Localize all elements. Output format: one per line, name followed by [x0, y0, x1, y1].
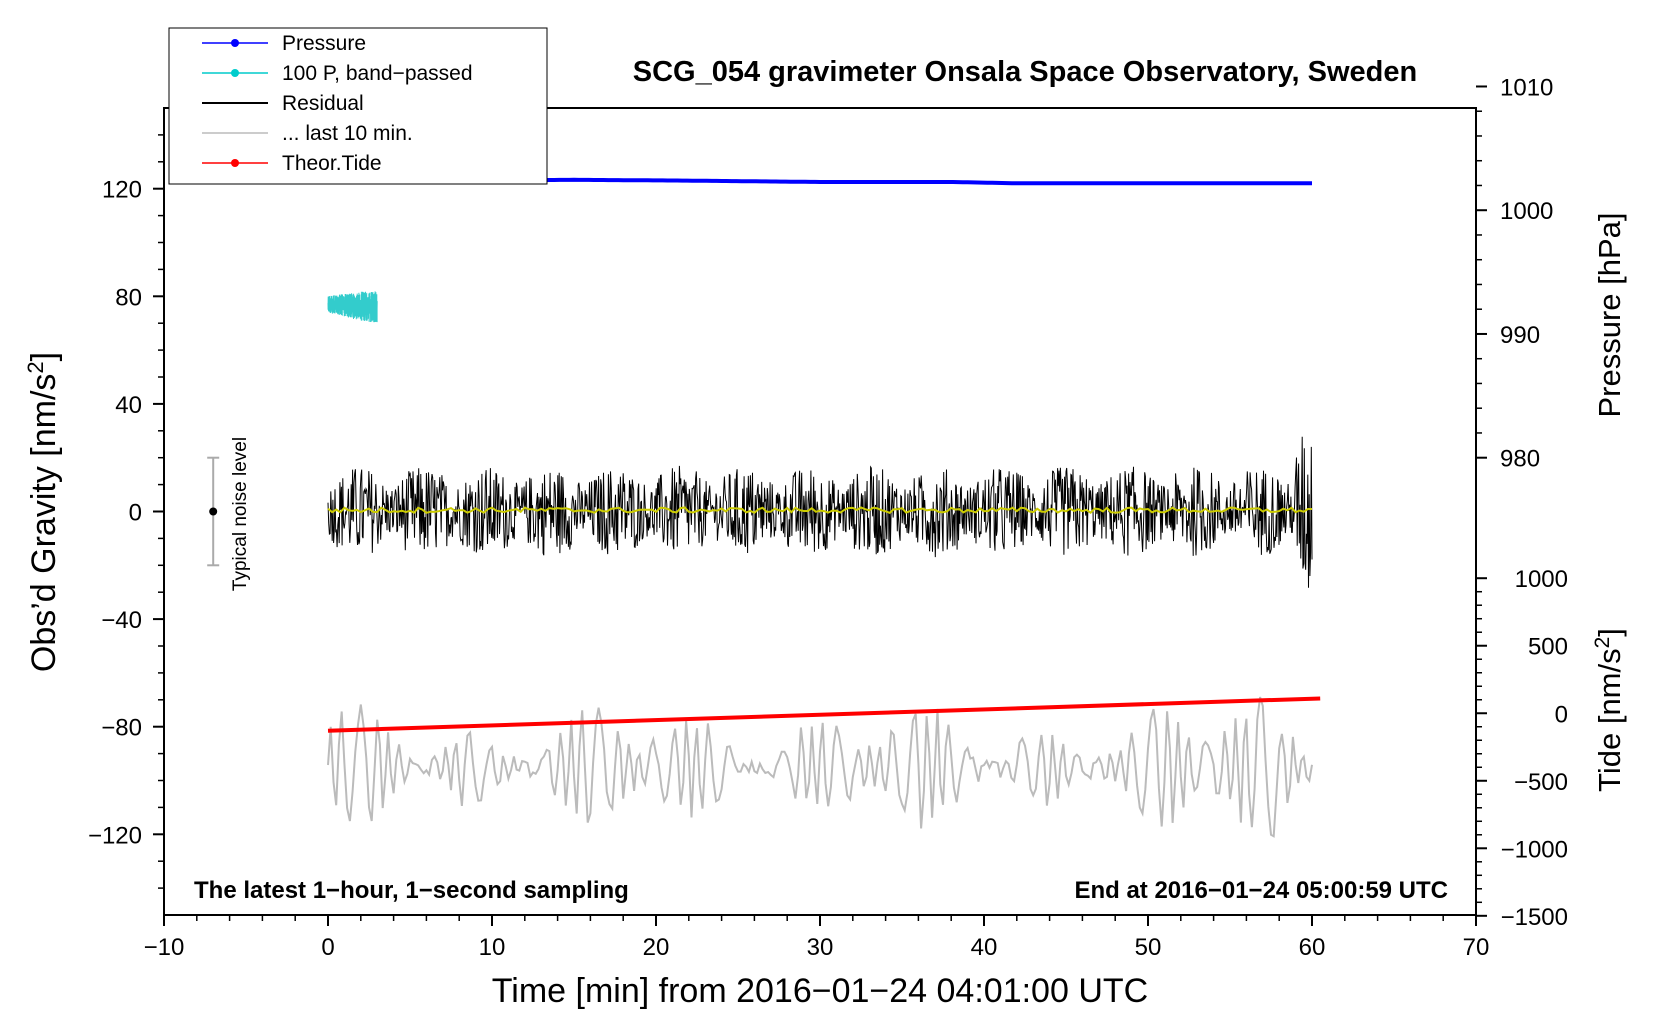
footer-left: The latest 1−hour, 1−second sampling	[194, 877, 629, 904]
y-tick-label: 80	[115, 284, 142, 311]
series-residual-smoothed	[327, 506, 1312, 515]
legend-marker	[231, 39, 239, 47]
tide-tick-label: −1000	[1501, 836, 1568, 863]
y-tick-label: −40	[101, 607, 142, 634]
tide-axis-ticks: 1000 500 0 −500 −1000 −1500	[1476, 566, 1568, 931]
x-tick-label: 0	[321, 934, 334, 961]
series-theor-tide	[327, 696, 1321, 733]
series-bandpassed-pressure	[327, 291, 378, 323]
pressure-axis-ticks: 9809901000101010201030	[1476, 74, 1553, 473]
legend-marker	[231, 159, 239, 167]
tide-tick-label: 0	[1555, 701, 1568, 728]
y-tick-label: 0	[129, 500, 142, 527]
legend-label: 100 P, band−passed	[282, 62, 473, 85]
y-tick-label: −80	[101, 715, 142, 742]
x-tick-label: 20	[643, 934, 670, 961]
pressure-tick-label: 980	[1500, 446, 1540, 473]
x-tick-label: 30	[807, 934, 834, 961]
series-last-10-min	[327, 696, 1313, 838]
x-tick-label: 10	[479, 934, 506, 961]
x-tick-label: 40	[971, 934, 998, 961]
footer-right: End at 2016−01−24 05:00:59 UTC	[1074, 877, 1448, 904]
series-layer	[327, 177, 1321, 838]
pressure-tick-label: 990	[1500, 322, 1540, 349]
y-axis-label-left: Obs’d Gravity [nm/s2]	[23, 352, 63, 672]
legend-label: Pressure	[282, 32, 366, 55]
tide-tick-label: −1500	[1501, 904, 1568, 931]
pressure-tick-label: 1010	[1500, 74, 1553, 101]
y-axis-ticks: −120 −80 −40 0 40 80 120	[88, 134, 164, 889]
legend-label: Theor.Tide	[282, 152, 382, 175]
pressure-tick-label: 1000	[1500, 198, 1553, 225]
x-axis-label: Time [min] from 2016−01−24 04:01:00 UTC	[492, 972, 1148, 1010]
y-tick-label: 120	[102, 177, 142, 204]
legend-label: ... last 10 min.	[282, 122, 413, 145]
y-tick-label: 40	[115, 392, 142, 419]
tide-tick-label: 500	[1528, 634, 1568, 661]
x-tick-label: 70	[1463, 934, 1490, 961]
legend: Pressure 100 P, band−passed Residual ... la…	[168, 27, 548, 185]
legend-marker	[231, 69, 239, 77]
tide-tick-label: −500	[1514, 769, 1568, 796]
noise-center-dot	[209, 507, 218, 516]
chart-title: SCG_054 gravimeter Onsala Space Observat…	[633, 56, 1417, 88]
x-tick-label: −10	[144, 934, 185, 961]
tide-tick-label: 1000	[1515, 566, 1568, 593]
y-tick-label: −120	[88, 822, 142, 849]
y-axis-label-tide: Tide [nm/s2]	[1591, 628, 1627, 792]
noise-indicator: Typical noise level	[207, 437, 251, 591]
x-tick-label: 50	[1135, 934, 1162, 961]
x-axis-ticks: −10 0 10 20 30 40 50 60 70	[144, 915, 1490, 961]
legend-label: Residual	[282, 92, 364, 115]
series-residual	[327, 436, 1313, 588]
noise-label: Typical noise level	[230, 437, 251, 591]
x-tick-label: 60	[1299, 934, 1326, 961]
legend-box	[168, 27, 548, 185]
y-axis-label-pressure: Pressure [hPa]	[1592, 212, 1627, 417]
